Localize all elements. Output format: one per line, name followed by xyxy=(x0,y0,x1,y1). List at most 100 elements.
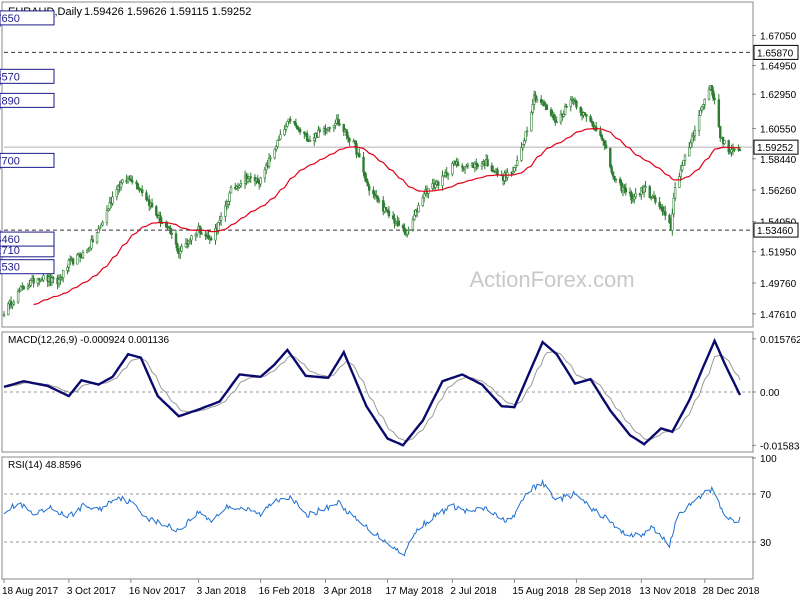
candle-body xyxy=(362,156,365,173)
candle-body xyxy=(365,177,368,183)
candle-body xyxy=(434,184,437,188)
candle-body xyxy=(463,166,467,170)
macd-title: MACD(12,26,9) -0.000924 0.001136 xyxy=(8,335,169,346)
candle-body xyxy=(71,258,75,265)
candle-body xyxy=(136,183,140,190)
x-tick-label: 18 Aug 2017 xyxy=(2,586,59,597)
candle-body xyxy=(135,181,138,185)
candle-body xyxy=(269,157,272,160)
price-tick-label: 1.62950 xyxy=(760,90,797,101)
candle-body xyxy=(187,240,190,244)
candle-body xyxy=(664,211,667,216)
price-tag-label: 1.65870 xyxy=(757,48,794,59)
candle-body xyxy=(723,140,726,144)
candle-body xyxy=(658,201,661,208)
x-tick-label: 28 Sep 2018 xyxy=(574,586,631,597)
candle-body xyxy=(702,104,705,107)
x-tick-label: 3 Jan 2018 xyxy=(197,586,247,597)
price-tick-label: 1.51950 xyxy=(760,248,797,259)
candle-body xyxy=(728,151,732,154)
candlestick-series xyxy=(2,85,742,318)
candle-body xyxy=(176,243,179,252)
candle-body xyxy=(569,99,573,107)
candle-body xyxy=(688,147,691,157)
candle-body xyxy=(634,193,637,198)
candle-body xyxy=(366,181,369,187)
candle-body xyxy=(200,232,203,235)
candle-body xyxy=(296,125,299,130)
candle-body xyxy=(29,280,32,286)
candle-body xyxy=(511,171,515,174)
candle-body xyxy=(649,197,653,199)
candle-body xyxy=(355,143,358,155)
candle-body xyxy=(293,120,296,124)
candle-body xyxy=(579,106,582,113)
candle-body xyxy=(150,202,154,207)
moving-average-line xyxy=(33,127,741,306)
candle-body xyxy=(353,140,357,144)
candle-body xyxy=(372,190,375,195)
candle-body xyxy=(312,137,316,141)
candle-body xyxy=(583,112,587,115)
pivot-label-text: 1.53460 xyxy=(0,234,20,246)
candle-body xyxy=(57,278,61,285)
candle-body xyxy=(225,203,228,207)
candle-body xyxy=(549,109,553,116)
candle-body xyxy=(62,269,65,278)
candle-body xyxy=(308,140,312,142)
price-tick-label: 1.64950 xyxy=(760,62,797,73)
candle-body xyxy=(50,277,54,283)
candle-body xyxy=(22,286,25,290)
candle-body xyxy=(67,260,71,268)
candle-body xyxy=(159,215,162,223)
candle-body xyxy=(148,199,151,206)
candle-body xyxy=(332,124,336,128)
candle-body xyxy=(451,163,454,175)
candle-body xyxy=(401,225,405,229)
candle-body xyxy=(554,119,557,123)
candle-body xyxy=(7,303,10,316)
candle-body xyxy=(36,278,40,284)
candle-body xyxy=(654,197,657,203)
x-tick-label: 28 Dec 2018 xyxy=(703,586,760,597)
candle-body xyxy=(672,197,675,215)
candle-body xyxy=(219,216,223,221)
candle-body xyxy=(265,164,268,171)
candle-body xyxy=(703,98,706,105)
candle-body xyxy=(121,179,124,184)
candle-body xyxy=(108,202,111,210)
candle-body xyxy=(611,172,615,177)
candle-body xyxy=(563,106,567,115)
pivot-label-box xyxy=(0,68,55,84)
candle-body xyxy=(679,169,682,177)
candle-body xyxy=(523,140,526,145)
candle-body xyxy=(76,254,79,265)
candle-body xyxy=(239,183,243,187)
candle-body xyxy=(589,115,592,122)
ohlc-values: 1.59426 1.59626 1.59115 1.59252 xyxy=(84,6,251,18)
pivot-label-box xyxy=(0,10,55,26)
candle-body xyxy=(87,249,90,252)
price-tick-label: 1.58440 xyxy=(760,155,797,166)
candle-body xyxy=(66,267,69,271)
candle-body xyxy=(283,129,286,135)
candle-body xyxy=(525,130,529,133)
candle-body xyxy=(342,124,346,133)
rsi-tick-label: 30 xyxy=(760,538,772,549)
candle-body xyxy=(298,128,302,133)
candle-body xyxy=(730,149,733,153)
candle-body xyxy=(256,178,259,184)
candle-body xyxy=(624,188,627,193)
candle-body xyxy=(190,235,193,241)
candle-body xyxy=(345,129,348,137)
candle-body xyxy=(417,205,420,213)
pivot-label-box xyxy=(0,231,55,247)
pivot-label-text: 1.52710 xyxy=(0,245,20,257)
price-tick-label: 1.67050 xyxy=(760,31,797,42)
candle-body xyxy=(12,301,16,305)
price-tag-label: 1.53460 xyxy=(757,226,794,237)
candle-body xyxy=(456,161,460,167)
candle-body xyxy=(603,140,606,146)
candle-body xyxy=(167,226,171,229)
candle-body xyxy=(88,247,92,251)
